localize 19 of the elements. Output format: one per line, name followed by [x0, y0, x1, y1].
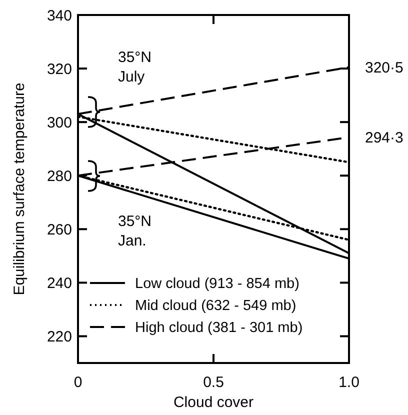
- annotation: 294·3: [365, 130, 404, 147]
- y-tick-label: 240: [46, 274, 72, 292]
- x-tick-label: 0.5: [203, 374, 224, 391]
- y-axis-title: Equilibrium surface temperature: [11, 82, 28, 296]
- annotation: 35°N July: [118, 49, 152, 86]
- annotation: 320·5: [365, 59, 404, 76]
- y-tick-label: 280: [46, 168, 72, 185]
- x-axis-title: Cloud cover: [173, 394, 254, 411]
- y-tick-label: 260: [46, 221, 72, 238]
- annotation: 35°N Jan.: [118, 213, 152, 250]
- y-tick-label: 220: [46, 328, 72, 346]
- x-tick-label: 1.0: [338, 374, 360, 391]
- y-tick-label: 320: [46, 60, 72, 78]
- y-tick-label: 340: [46, 7, 72, 24]
- legend-label: High cloud (381 - 301 mb): [135, 320, 303, 336]
- legend-label: Mid cloud (632 - 549 mb): [135, 298, 296, 314]
- y-tick-label: 300: [46, 114, 72, 132]
- x-tick-label: 0: [74, 374, 82, 391]
- legend-label: Low cloud (913 - 854 mb): [135, 276, 300, 292]
